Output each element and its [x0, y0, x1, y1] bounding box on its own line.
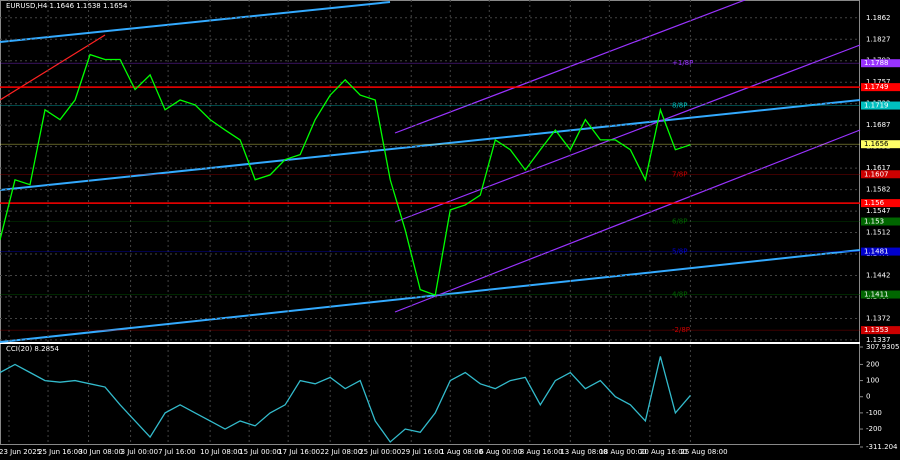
x-tick-label: 25 Jun 16:00: [38, 448, 82, 456]
y-tick-label: 1.1547: [866, 207, 891, 215]
level-tag: 8/8P: [672, 102, 688, 110]
trend-line: [0, 34, 106, 101]
trend-line: [0, 249, 861, 343]
x-tick-label: 25 Aug 08:00: [680, 448, 727, 456]
x-tick-label: 22 Jul 08:00: [320, 448, 362, 456]
price-label-box: [861, 101, 900, 110]
price-label-box: [861, 290, 900, 299]
price-label: 1.1353: [864, 326, 889, 334]
y-tick-label: 1.1827: [866, 35, 891, 43]
price-label-box: [861, 170, 900, 179]
price-label-box: [861, 199, 900, 208]
x-tick-label: 30 Jun 08:00: [79, 448, 123, 456]
x-tick-label: 29 Jul 16:00: [401, 448, 443, 456]
y-tick-label: 1.1372: [866, 314, 891, 322]
x-tick-label: 15 Jul 00:00: [239, 448, 281, 456]
x-tick-label: 7 Jul 16:00: [158, 448, 196, 456]
price-label: 1.1481: [864, 248, 889, 256]
y-tick-label: -100: [866, 409, 882, 417]
y-tick-label: 1.1687: [866, 121, 891, 129]
y-tick-label: 1.1862: [866, 14, 891, 22]
price-label: 1.156: [864, 199, 885, 207]
y-tick-label: 200: [866, 360, 879, 368]
price-label: 1.1788: [864, 59, 889, 67]
indicator-title: CCI(20) 8.2854: [6, 345, 59, 353]
y-tick-label: 307.9305: [866, 343, 899, 351]
y-tick-label: 1.1757: [866, 78, 891, 86]
level-tag: -2/8P: [672, 326, 690, 334]
price-label-box: [861, 326, 900, 335]
trend-line: [0, 1, 391, 43]
x-tick-label: 10 Jul 08:00: [200, 448, 242, 456]
x-tick-label: 6 Aug 00:00: [479, 448, 522, 456]
y-tick-label: 1.1337: [866, 336, 891, 344]
x-tick-label: 25 Jul 00:00: [359, 448, 401, 456]
x-tick-label: 18 Aug 00:00: [599, 448, 646, 456]
price-label: 1.1749: [864, 83, 889, 91]
level-tag: 6/8P: [672, 218, 688, 226]
channel-line: [394, 44, 861, 223]
price-label-box: [861, 217, 900, 226]
x-tick-label: 20 Aug 16:00: [640, 448, 687, 456]
level-tag: +1/8P: [672, 59, 693, 67]
frame: [0, 0, 860, 445]
level-tag: 4/8P: [672, 291, 688, 299]
price-label-box: [861, 83, 900, 92]
price-label: 1.1607: [864, 170, 889, 178]
y-tick-label: 1.1442: [866, 272, 891, 280]
trend-line: [0, 99, 861, 191]
price-label: 1.1656: [864, 140, 889, 148]
price-label-box: [861, 59, 900, 68]
price-label-box: [861, 140, 900, 149]
x-tick-label: 1 Aug 08:00: [440, 448, 483, 456]
y-tick-label: 1.1582: [866, 186, 891, 194]
y-tick-label: -311.204: [866, 443, 898, 451]
y-tick-label: 0: [866, 393, 870, 401]
y-tick-label: 1.1617: [866, 164, 891, 172]
price-label-box: [861, 247, 900, 256]
x-tick-label: 13 Aug 08:00: [560, 448, 607, 456]
x-tick-label: 17 Jul 16:00: [278, 448, 320, 456]
y-tick-label: 100: [866, 377, 879, 385]
price-label: 1.1411: [864, 291, 889, 299]
x-tick-label: 23 Jun 2025: [0, 448, 41, 456]
x-tick-label: 3 Jul 00:00: [121, 448, 159, 456]
price-label: 1.1719: [864, 102, 889, 110]
channel-line: [394, 129, 861, 313]
x-tick-label: 8 Aug 16:00: [520, 448, 563, 456]
price-label: 1.153: [864, 218, 884, 226]
cci-line: [0, 356, 691, 443]
chart-title: EURUSD,H4 1.1646 1.1638 1.1654: [6, 2, 128, 10]
y-tick-label: 1.1512: [866, 229, 891, 237]
level-tag: 5/8P: [672, 248, 688, 256]
level-tag: 7/8P: [672, 170, 688, 178]
y-tick-label: -200: [866, 425, 882, 433]
price-line: [0, 53, 691, 297]
